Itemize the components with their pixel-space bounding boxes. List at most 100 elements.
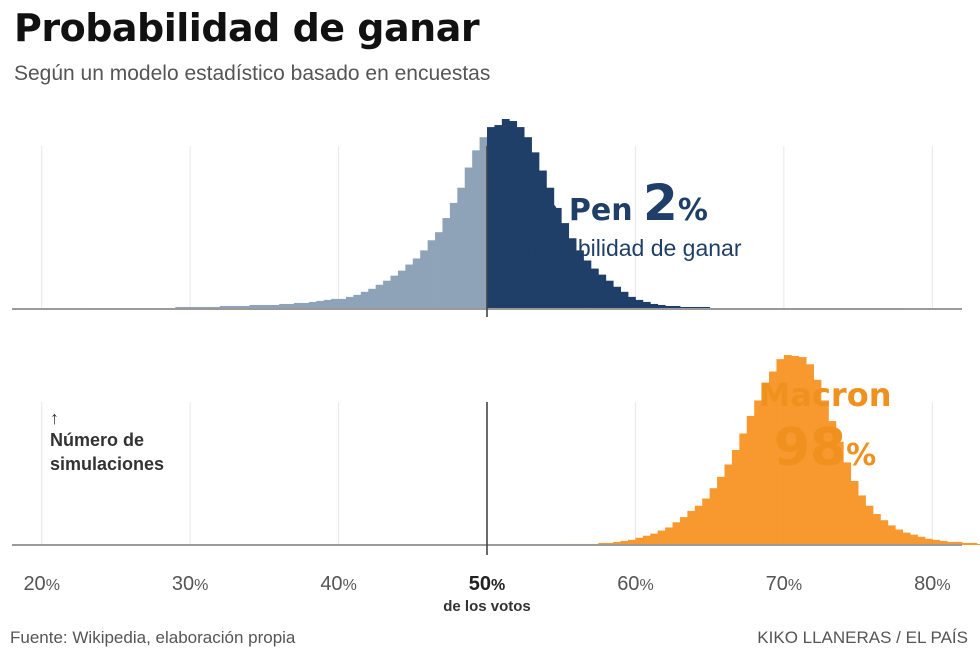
histogram-bar [383, 280, 391, 309]
histogram-bar [494, 125, 503, 309]
histogram-bar [487, 127, 495, 309]
histogram-bar [568, 238, 577, 309]
histogram-bar [219, 305, 228, 309]
histogram-bar [620, 291, 629, 309]
histogram-bar [561, 223, 570, 309]
credit-note: KIKO LLANERAS / EL PAÍS [757, 628, 968, 647]
histogram-bar [242, 305, 250, 309]
histogram-bar [375, 284, 384, 309]
histogram-bar [472, 150, 480, 309]
histogram-bar [939, 540, 948, 545]
histogram-bar [509, 121, 518, 310]
histogram-bar [412, 258, 421, 309]
histogram-bar [679, 306, 688, 309]
histogram-bar [308, 301, 317, 309]
histogram-bar [182, 306, 191, 309]
histogram-bar [531, 152, 540, 309]
histogram-bar [657, 304, 666, 309]
histogram-bar [665, 305, 673, 309]
histogram-bar [672, 522, 681, 545]
histogram-bar [345, 296, 354, 309]
lepen-probability-text: probabilidad de ganar [519, 235, 742, 261]
histogram-bar [924, 538, 933, 545]
histogram-bar [197, 306, 206, 309]
histogram-bar [635, 537, 644, 545]
histogram-bar [175, 306, 184, 309]
histogram-bar [642, 535, 651, 545]
x-tick-label: 20% [23, 573, 59, 595]
histogram-bar [553, 207, 562, 309]
histogram-bar [628, 539, 636, 545]
source-note: Fuente: Wikipedia, elaboración propia [10, 628, 296, 647]
histogram-bar [976, 543, 980, 545]
histogram-bar [850, 480, 859, 545]
histogram-bar [724, 464, 733, 545]
chart-title: Probabilidad de ganar [14, 6, 480, 50]
histogram-bar [665, 527, 673, 545]
x-tick-label: 40% [320, 573, 356, 595]
y-axis-arrow: ↑ [50, 408, 59, 428]
histogram-bar [227, 305, 236, 309]
histogram-bar [687, 510, 696, 545]
y-axis-label: Número de [50, 430, 144, 450]
histogram-bar [932, 539, 941, 545]
histogram-bar [360, 291, 369, 309]
histogram-bar [524, 137, 532, 309]
histogram-bar [501, 119, 510, 309]
histogram-bar [435, 232, 443, 309]
histogram-bar [516, 127, 525, 309]
histogram-bar [353, 294, 362, 309]
histogram-bar [294, 302, 302, 309]
histogram-bar [702, 498, 711, 545]
histogram-bar [880, 520, 889, 545]
histogram-bar [962, 542, 970, 545]
histogram-bar [605, 542, 614, 545]
x-tick-label: 70% [766, 573, 802, 595]
histogram-bar [405, 264, 414, 309]
histogram-bar [546, 187, 555, 309]
histogram-bar [286, 303, 295, 309]
histogram-bar [694, 306, 703, 309]
histogram-bar [806, 364, 814, 545]
macron-label: Macron [759, 376, 892, 414]
histogram-bar [279, 303, 288, 309]
histogram-bar [746, 415, 755, 545]
histogram-bar [323, 299, 332, 309]
histogram-bar [635, 299, 644, 309]
chart-subtitle: Según un modelo estadístico basado en en… [14, 62, 491, 85]
histogram-bar [650, 533, 659, 545]
histogram-bar [457, 187, 466, 309]
histogram-bar [212, 306, 221, 309]
histogram-bar [687, 306, 696, 309]
histogram-bar [316, 300, 325, 309]
histogram-bar [420, 250, 429, 309]
histogram-bar [709, 488, 718, 545]
histogram-bar [605, 280, 614, 309]
histogram-bar [613, 286, 621, 309]
histogram-bar [427, 240, 436, 309]
histogram-bar [234, 305, 243, 309]
macron-probability: 98% [774, 418, 876, 478]
histogram-bar [264, 304, 273, 309]
histogram-bar [397, 270, 406, 309]
histogram-bar [917, 536, 926, 545]
histogram-bar [791, 356, 800, 545]
histogram-bar [910, 534, 918, 545]
histogram-bar [820, 400, 829, 545]
histogram-bar [657, 530, 666, 545]
histogram-bar [739, 433, 748, 545]
histogram-bar [947, 541, 955, 545]
histogram-bar [479, 137, 488, 309]
histogram-bar [872, 514, 881, 545]
histogram-bar [776, 359, 785, 545]
histogram-bar [368, 288, 377, 309]
histogram-bar [598, 542, 607, 545]
histogram-bar [190, 306, 198, 309]
x-tick-label: 50% [469, 573, 505, 595]
histogram-bar [583, 260, 592, 309]
histogram-bar [887, 525, 896, 545]
histogram-bar [754, 400, 763, 545]
histogram-bar [798, 357, 807, 545]
histogram-bar [576, 250, 584, 309]
histogram-bar [783, 355, 792, 545]
